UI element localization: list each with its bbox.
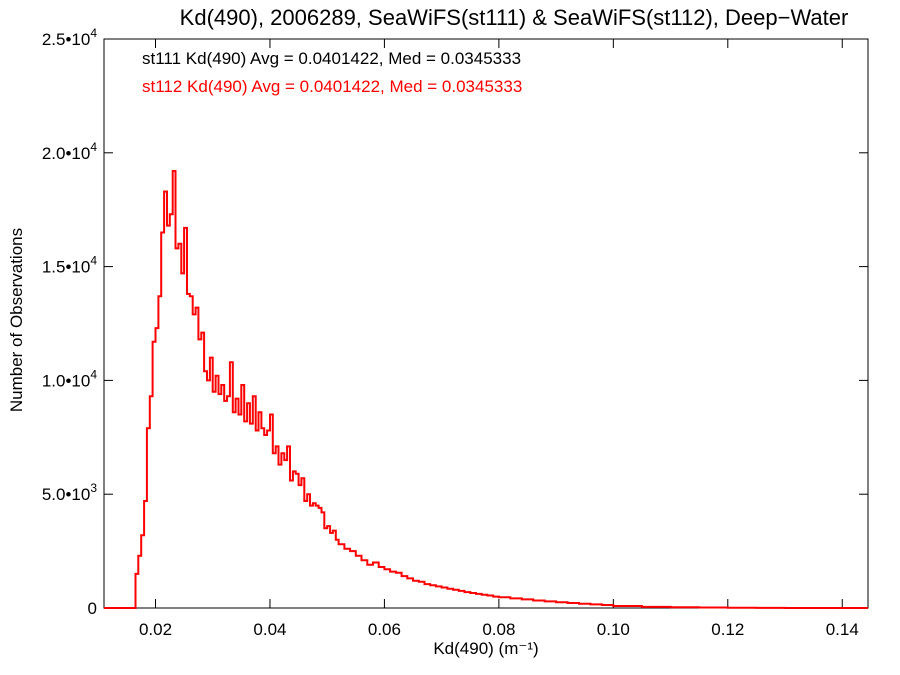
plot-frame bbox=[104, 39, 868, 608]
x-axis-label: Kd(490) (m⁻¹) bbox=[433, 639, 538, 658]
y-tick-label: 0 bbox=[88, 599, 97, 618]
chart-title: Kd(490), 2006289, SeaWiFS(st111) & SeaWi… bbox=[180, 5, 849, 30]
x-tick-label: 0.10 bbox=[597, 620, 630, 639]
x-tick-label: 0.02 bbox=[139, 620, 172, 639]
y-tick-label: 1.5•104 bbox=[42, 254, 98, 277]
y-tick-label: 5.0•103 bbox=[42, 481, 98, 504]
histogram-series-0 bbox=[104, 171, 868, 608]
annotation-st111: st111 Kd(490) Avg = 0.0401422, Med = 0.0… bbox=[142, 49, 521, 68]
x-tick-label: 0.04 bbox=[253, 620, 286, 639]
x-tick-label: 0.06 bbox=[368, 620, 401, 639]
annotation-st112: st112 Kd(490) Avg = 0.0401422, Med = 0.0… bbox=[142, 77, 522, 96]
y-axis-ticks: 0 5.0•103 1.0•104 1.5•104 2.0•104 2.5•104 bbox=[42, 26, 868, 618]
x-axis-ticks: 0.02 0.04 0.06 0.08 0.10 0.12 0.14 bbox=[139, 39, 859, 639]
y-tick-label: 2.0•104 bbox=[42, 140, 98, 163]
x-tick-label: 0.12 bbox=[711, 620, 744, 639]
y-tick-label: 2.5•104 bbox=[42, 26, 98, 49]
x-tick-label: 0.14 bbox=[826, 620, 859, 639]
x-tick-label: 0.08 bbox=[482, 620, 515, 639]
y-tick-label: 1.0•104 bbox=[42, 367, 98, 390]
series-layer bbox=[104, 171, 868, 608]
y-axis-label: Number of Observations bbox=[7, 228, 26, 412]
